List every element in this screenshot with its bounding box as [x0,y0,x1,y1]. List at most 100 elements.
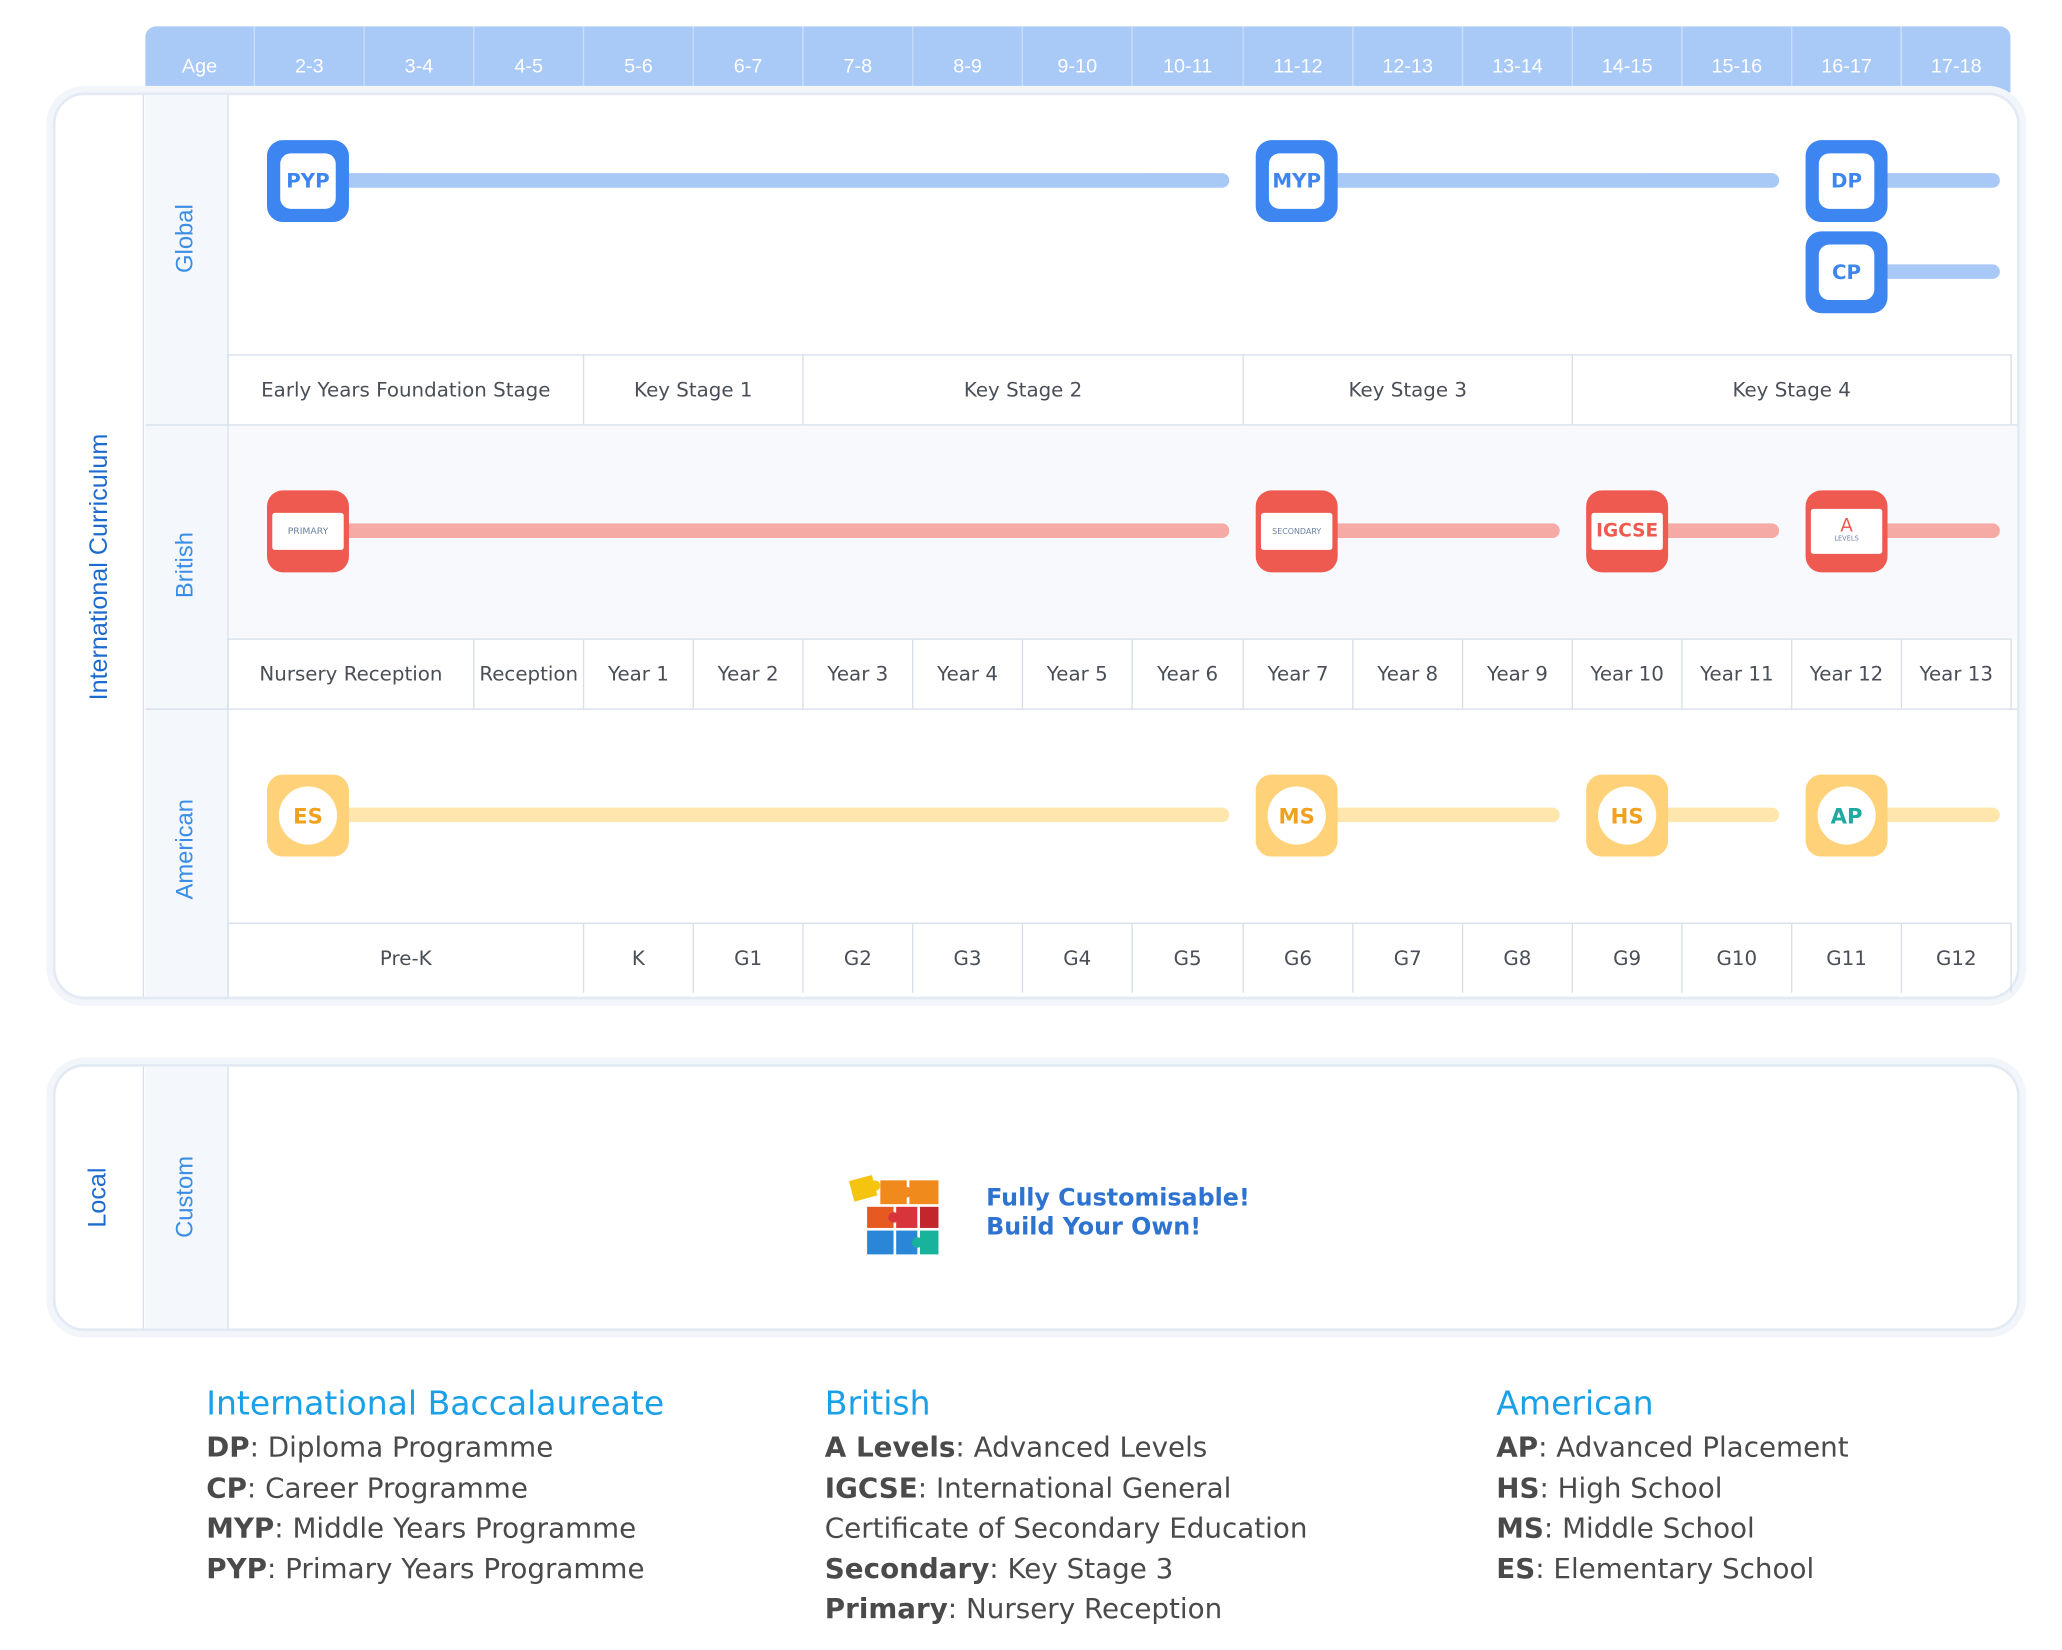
legend-item: DP: Diploma Programme [206,1432,553,1464]
legend-title: British [824,1383,931,1423]
grade-cell: G7 [1352,923,1462,993]
year-cell: Year 6 [1131,639,1242,709]
ap-bar [1857,807,2000,823]
legend-item: Primary: Nursery Reception [825,1593,1222,1625]
legend-item: Certificate of Secondary Education [825,1512,1308,1544]
alevels-caption: LEVELS [1834,535,1859,544]
stage-cell: Key Stage 3 [1242,354,1571,425]
legend-item: MYP: Middle Years Programme [206,1512,636,1544]
grade-row-top [227,922,2012,924]
legend-item: ES: Elementary School [1496,1553,1814,1585]
sub-label-strip [145,95,228,997]
ms-badge: MS [1255,774,1338,857]
legend-desc: : Advanced Levels [955,1431,1208,1464]
legend-title: American [1496,1383,1654,1423]
year-cell: Year 1 [582,639,693,709]
legend-desc: : International General [917,1472,1232,1505]
american-label: American [171,799,198,900]
secondary-bar [1308,523,1560,538]
year-cell: Year 9 [1461,639,1572,709]
primary-bar [317,523,1230,538]
year-cell: Nursery Reception [227,639,473,709]
grade-cell: G4 [1021,923,1132,993]
legend-abbr: MYP [206,1512,275,1544]
legend-desc: : Middle School [1543,1512,1755,1544]
stage-row-top [227,354,2012,356]
cp-label: CP [1818,244,1875,301]
secondary-label: SECONDARY [1260,512,1333,550]
section-divider [145,424,2018,426]
ap-badge: AP [1805,774,1888,857]
pyp-label: PYP [280,153,336,209]
hs-badge: HS [1586,774,1669,857]
legend-desc: : Diploma Programme [249,1431,554,1464]
legend-item: CP: Career Programme [206,1472,528,1504]
age-range: 9-10 [1021,26,1132,93]
age-range: 7-8 [802,26,913,93]
legend-abbr: DP [206,1431,250,1464]
legend-item: IGCSE: International General [825,1472,1232,1504]
divider [142,95,145,997]
local-panel [52,1064,2020,1332]
legend-abbr: AP [1496,1431,1539,1464]
year-cell: Year 10 [1571,639,1682,709]
cp-badge: CP [1805,231,1888,314]
legend-item: MS: Middle School [1496,1512,1754,1544]
international-curriculum-label: International Curriculum [85,433,114,701]
legend-item: AP: Advanced Placement [1496,1432,1848,1464]
customise-message: Fully Customisable! Build Your Own! [986,1184,1250,1242]
year-cell: Year 4 [912,639,1022,709]
legend-desc: : Key Stage 3 [989,1553,1174,1585]
es-bar [317,807,1230,823]
puzzle-icon [848,1175,939,1255]
legend-abbr: CP [206,1472,247,1505]
grade-cell: G8 [1461,923,1572,993]
divider [142,1066,145,1329]
year-cell: Year 3 [802,639,912,709]
stage-cell: Key Stage 2 [802,354,1242,425]
myp-label: MYP [1268,153,1325,209]
grade-cell: G2 [802,923,912,993]
secondary-badge: SECONDARY [1255,490,1338,573]
igcse-badge: IGCSE [1586,490,1669,573]
stage-cell: Key Stage 1 [582,354,802,425]
legend-item: HS: High School [1496,1472,1722,1504]
year-cell: Reception [473,639,583,709]
legend-abbr: HS [1496,1472,1540,1505]
divider [227,95,229,997]
legend-desc: : Elementary School [1535,1553,1815,1585]
age-range: 3-4 [363,26,474,93]
alevels-letter: A [1840,515,1853,537]
year-cell: Year 12 [1791,639,1901,709]
age-range: 17-18 [1900,26,2011,93]
stage-cell: Key Stage 4 [1571,354,2012,425]
hs-label: HS [1598,786,1657,845]
grade-cell: G11 [1791,923,1901,993]
igcse-bar [1639,523,1780,538]
customise-line-1: Fully Customisable! [986,1184,1250,1213]
year-cell: Year 13 [1900,639,2012,709]
dp-bar [1857,173,2000,188]
age-range: 13-14 [1461,26,1572,93]
pyp-badge: PYP [267,140,349,223]
es-label: ES [278,786,338,845]
grade-cell: G5 [1131,923,1242,993]
legend-abbr: A Levels [824,1431,956,1464]
year-cell: Year 2 [692,639,803,709]
ms-label: MS [1267,786,1326,845]
age-range: 2-3 [253,26,364,93]
legend-abbr: IGCSE [824,1472,918,1505]
customise-line-2: Build Your Own! [986,1213,1202,1242]
stage-cell: Early Years Foundation Stage [227,354,583,425]
myp-badge: MYP [1255,140,1338,223]
hs-bar [1639,807,1780,823]
legend-item: A Levels: Advanced Levels [825,1432,1207,1464]
age-range: 5-6 [582,26,693,93]
grade-cell: G10 [1681,923,1791,993]
ap-label: AP [1817,786,1876,845]
age-header-label: Age [145,26,254,93]
dp-label: DP [1818,153,1875,209]
custom-label: Custom [171,1155,198,1238]
age-range: 6-7 [692,26,803,93]
age-range: 11-12 [1242,26,1353,93]
